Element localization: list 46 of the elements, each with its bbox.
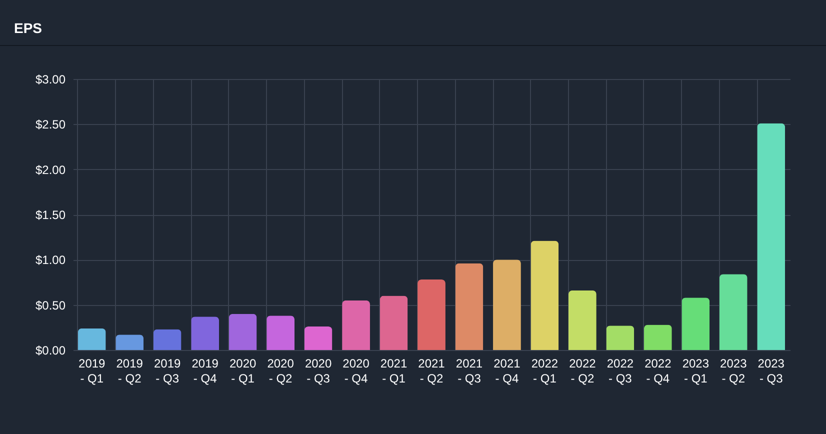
bar — [493, 260, 521, 350]
bar — [228, 314, 257, 350]
y-tick-label: $2.00 — [35, 162, 66, 177]
x-tick-label: 2022 - Q3 — [606, 356, 634, 386]
x-tick-label: 2021 - Q2 — [418, 356, 446, 386]
y-tick-label: $1.50 — [35, 208, 66, 222]
x-tick-label: 2022 - Q1 — [531, 356, 558, 386]
x-tick-label: 2023 - Q2 — [720, 356, 748, 386]
bar — [644, 324, 672, 350]
y-tick-label: $2.50 — [35, 118, 66, 132]
x-tick-label: 2020 - Q3 — [304, 356, 332, 386]
bar — [606, 326, 634, 350]
x-tick-label: 2019 - Q1 — [78, 356, 106, 386]
x-tick-label: 2019 - Q2 — [116, 356, 144, 386]
bar — [418, 280, 446, 350]
bar — [455, 263, 484, 350]
x-tick-label: 2020 - Q1 — [229, 356, 256, 386]
bar — [304, 326, 332, 350]
chart-title: EPS — [0, 0, 826, 46]
x-tick-label: 2022 - Q2 — [569, 356, 596, 386]
x-tick-label: 2022 - Q4 — [644, 356, 672, 386]
bar — [78, 328, 106, 350]
x-tick-label: 2020 - Q2 — [267, 356, 294, 386]
y-tick-label: $0.00 — [35, 344, 66, 358]
bar — [266, 316, 295, 350]
y-tick-label: $0.50 — [35, 298, 66, 312]
x-tick-label: 2021 - Q1 — [380, 356, 408, 386]
bar — [530, 240, 559, 350]
x-tick-label: 2019 - Q4 — [192, 356, 219, 386]
x-tick-label: 2023 - Q3 — [758, 356, 785, 386]
x-tick-label: 2019 - Q3 — [154, 356, 182, 386]
bar — [380, 296, 408, 350]
bar — [682, 298, 710, 350]
bar — [568, 290, 596, 350]
bar — [342, 300, 370, 350]
bar — [191, 316, 220, 350]
bar — [153, 329, 182, 350]
x-tick-label: 2023 - Q1 — [682, 356, 710, 386]
y-tick-label: $3.00 — [35, 72, 66, 86]
x-tick-label: 2021 - Q4 — [494, 356, 521, 386]
bar — [116, 334, 144, 350]
x-tick-label: 2020 - Q4 — [342, 356, 370, 386]
bar — [757, 123, 786, 350]
bar — [719, 274, 748, 350]
y-tick-label: $1.00 — [35, 253, 66, 268]
x-tick-label: 2021 - Q3 — [456, 356, 483, 386]
